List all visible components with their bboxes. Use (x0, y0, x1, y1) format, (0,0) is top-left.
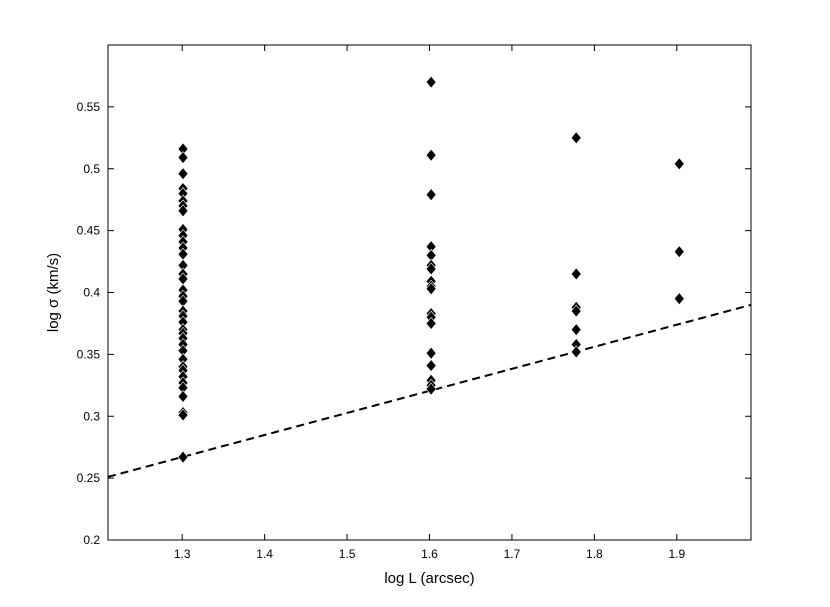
x-tick-label: 1.4 (256, 547, 273, 561)
data-point (425, 75, 437, 89)
x-tick-label: 1.5 (339, 547, 356, 561)
y-tick-label: 0.4 (83, 286, 100, 300)
data-point (177, 408, 189, 422)
y-tick-label: 0.5 (83, 162, 100, 176)
data-point (177, 167, 189, 181)
data-point (673, 157, 685, 171)
y-tick-label: 0.2 (83, 533, 100, 547)
data-point (425, 148, 437, 162)
data-point (570, 323, 582, 337)
data-point (570, 267, 582, 281)
y-tick-label: 0.3 (83, 409, 100, 423)
x-axis-ticks: 1.3 1.4 1.5 1.6 1.7 1.8 1.9 (174, 45, 685, 561)
x-tick-label: 1.6 (421, 547, 438, 561)
y-tick-label: 0.55 (77, 100, 101, 114)
data-point (673, 292, 685, 306)
x-tick-label: 1.8 (586, 547, 603, 561)
y-tick-label: 0.25 (77, 471, 101, 485)
data-point (425, 316, 437, 330)
data-point (425, 359, 437, 372)
data-point (425, 188, 437, 202)
data-point (425, 282, 437, 296)
data-point (177, 151, 189, 165)
y-axis-ticks: 0.2 0.25 0.3 0.35 0.4 0.45 0.5 0.55 (77, 100, 751, 547)
data-point (570, 345, 582, 359)
x-tick-label: 1.3 (174, 547, 191, 561)
data-point (177, 389, 189, 403)
y-tick-label: 0.35 (77, 347, 101, 361)
data-point (177, 450, 189, 464)
data-point (177, 204, 189, 218)
x-tick-label: 1.9 (668, 547, 685, 561)
y-axis-label: log σ (km/s) (45, 253, 62, 332)
x-tick-label: 1.7 (504, 547, 521, 561)
y-tick-label: 0.45 (77, 224, 101, 238)
data-point (570, 304, 582, 318)
data-point (570, 131, 582, 145)
x-axis-label: log L (arcsec) (384, 570, 474, 587)
data-point (673, 245, 685, 259)
data-point (425, 382, 437, 396)
data-points-layer (177, 75, 685, 464)
